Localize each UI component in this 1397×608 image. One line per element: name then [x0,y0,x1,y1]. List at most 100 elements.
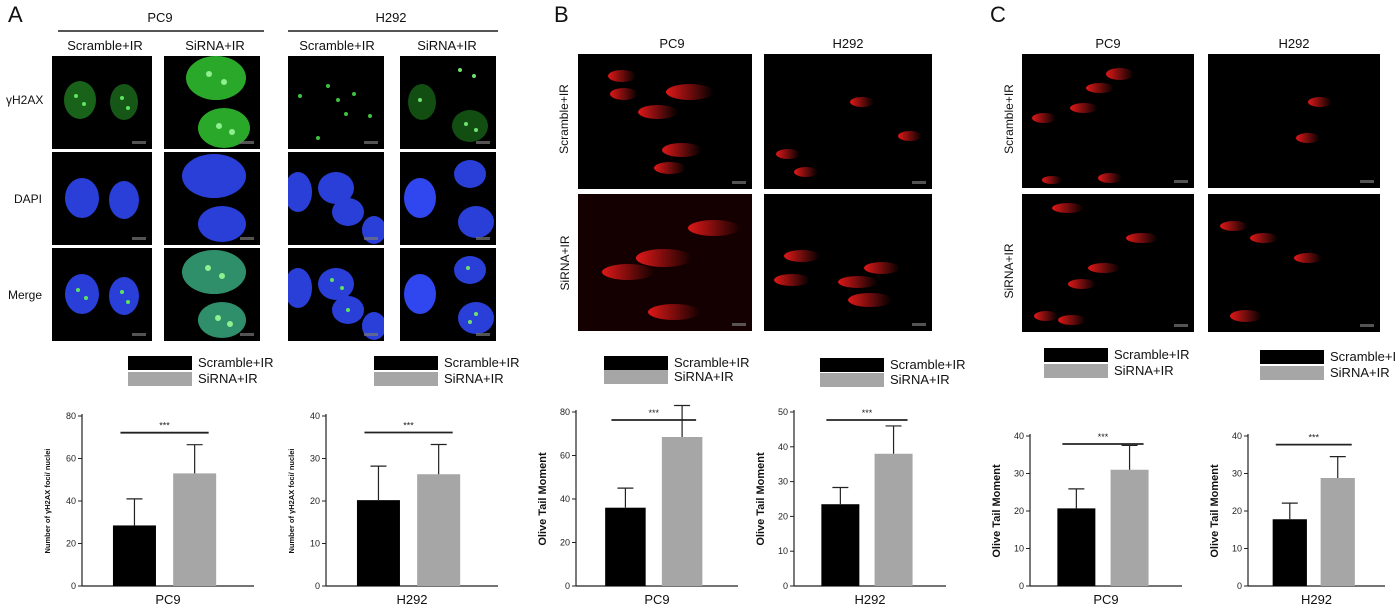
legend-swatch-sirna [820,373,884,387]
y-tick-label: 30 [310,454,320,464]
y-tick-label: 60 [560,451,570,461]
y-tick-label: 40 [560,494,570,504]
bar-scramble [821,504,860,586]
y-tick-label: 20 [66,539,76,549]
bar-chart-a-h292: 0 10 20 30 40 Number of γH2AX foci/ nuclei ***… [287,411,498,607]
y-tick-label: 20 [1232,506,1242,516]
x-axis-label: PC9 [1093,592,1118,607]
comet-image-h292-sirna [764,194,932,331]
y-tick-label: 10 [310,539,320,549]
legend-label: Scramble+IR [890,357,966,372]
panel-letter-b: B [554,2,569,27]
y-axis-label: Olive Tail Moment [991,464,1003,558]
y-tick-label: 80 [66,411,76,421]
legend-label: Scramble+IR [1114,347,1190,362]
column-label-pc9: PC9 [1095,36,1121,51]
y-axis-label: Number of γH2AX foci/ nuclei [43,448,52,553]
x-axis-label: H292 [854,592,885,607]
legend-label: Scramble+IR [1330,349,1397,364]
row-label-scramble: Scramble+IR [557,84,571,154]
bar-sirna [417,474,461,586]
comet-image-pc9-scramble [578,54,752,189]
y-tick-label: 0 [1019,581,1024,591]
y-tick-label: 40 [778,442,788,452]
condition-label: SiRNA+IR [185,38,245,53]
significance-label: *** [1098,432,1109,442]
micrograph-merge-pc9-scramble [52,248,152,341]
legend-label: Scramble+IR [444,355,520,370]
micrograph-merge-pc9-sirna [164,248,260,341]
legend-label: SiRNA+IR [1330,365,1390,380]
y-tick-label: 10 [1014,544,1024,554]
y-tick-label: 0 [71,581,76,591]
x-axis-label: PC9 [644,592,669,607]
row-label-dapi: DAPI [14,192,43,206]
row-label-merge: Merge [8,288,43,302]
bar-sirna [173,473,217,586]
legend-label: SiRNA+IR [674,369,734,384]
condition-label: SiRNA+IR [417,38,477,53]
y-tick-label: 40 [1014,431,1024,441]
bar-chart-c-h292: 0 10 20 30 40 Olive Tail Moment *** H292 [1209,431,1385,607]
panel-letter-a: A [8,2,23,27]
legend-swatch-scramble [128,356,192,370]
legend-swatch-scramble [604,356,668,370]
legend-label: SiRNA+IR [444,371,504,386]
micrograph-dapi-h292-sirna [400,152,496,245]
y-tick-label: 50 [778,407,788,417]
bar-chart-b-pc9: 0 20 40 60 80 Olive Tail Moment *** PC9 [537,404,738,607]
y-tick-label: 20 [1014,506,1024,516]
micrograph-gh2ax-h292-scramble [288,56,384,149]
legend-swatch-scramble [1260,350,1324,364]
x-axis-label: H292 [396,592,427,607]
significance-label: *** [403,420,414,430]
bar-chart-a-pc9: 0 20 40 60 80 Number of γH2AX foci/ nuclei ***… [43,411,254,607]
row-label-sirna: SiRNA+IR [1002,243,1016,299]
panel-letter-c: C [990,2,1006,27]
legend-swatch-scramble [820,358,884,372]
condition-label: Scramble+IR [299,38,375,53]
y-tick-label: 30 [1014,469,1024,479]
bar-scramble [605,507,646,586]
micrograph-gh2ax-pc9-scramble [52,56,152,149]
legend-swatch-sirna [128,372,192,386]
bar-scramble [1057,508,1096,586]
legend-swatch-scramble [374,356,438,370]
bar-sirna [874,453,913,586]
y-tick-label: 0 [783,581,788,591]
y-tick-label: 30 [1232,469,1242,479]
bar-scramble [112,525,156,586]
y-tick-label: 0 [565,581,570,591]
comet-image-h292-scramble [764,54,932,189]
group-line-pc9 [58,30,264,32]
y-tick-label: 20 [778,511,788,521]
legend-swatch-sirna [1044,364,1108,378]
condition-label: Scramble+IR [67,38,143,53]
legend-label: Scramble+IR [674,355,750,370]
micrograph-merge-h292-sirna [400,248,496,341]
legend-swatch-sirna [604,370,668,384]
column-label-h292: H292 [1278,36,1310,51]
significance-label: *** [862,408,873,418]
column-label-pc9: PC9 [659,36,685,51]
bar-sirna [1320,478,1355,586]
bar-chart-c-pc9: 0 10 20 30 40 Olive Tail Moment *** PC9 [991,431,1182,607]
legend-swatch-sirna [1260,366,1324,380]
bar-sirna [661,437,703,586]
y-tick-label: 0 [1237,581,1242,591]
significance-label: *** [649,408,660,418]
x-axis-label: PC9 [155,592,180,607]
legend-label: SiRNA+IR [198,371,258,386]
micrograph-gh2ax-pc9-sirna [164,56,260,149]
legend-swatch-sirna [374,372,438,386]
comet-image-h292-scramble [1208,54,1380,188]
group-line-h292 [288,30,498,32]
y-tick-label: 60 [66,454,76,464]
y-tick-label: 40 [66,496,76,506]
group-label-pc9: PC9 [147,10,173,25]
row-label-scramble: Scramble+IR [1002,84,1016,154]
y-tick-label: 40 [310,411,320,421]
significance-label: *** [159,421,170,431]
y-tick-label: 30 [778,477,788,487]
y-tick-label: 10 [1232,544,1242,554]
